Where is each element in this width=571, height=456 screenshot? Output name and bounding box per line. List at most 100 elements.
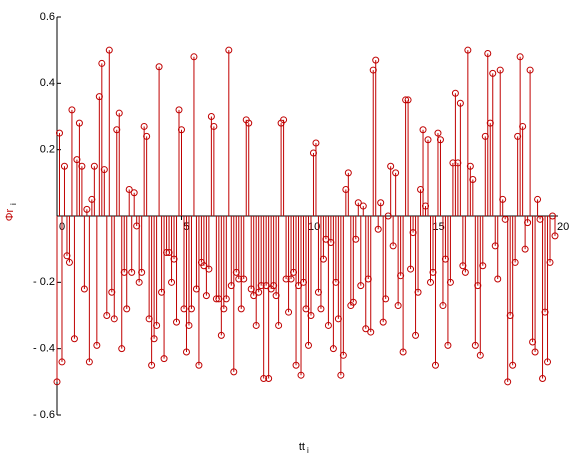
stem-marker [222,295,230,303]
stem-marker [357,282,365,290]
stem-marker [63,252,71,260]
stem-marker [130,189,138,197]
stem-marker [536,215,544,223]
stem-marker [309,149,317,157]
stem-marker [202,292,210,300]
stem-marker [339,351,347,359]
stem-marker [75,119,83,127]
stem-marker [392,169,400,177]
y-tick-label: 0.2 [40,144,55,156]
stem-marker [235,275,243,283]
stem-marker [128,268,136,276]
stem-marker [397,272,405,280]
stem-marker [384,212,392,220]
y-axis-label-sub: i [9,203,18,205]
stem-marker [217,331,225,339]
y-tick-label: - 0.4 [33,343,55,355]
stem-marker [459,262,467,270]
stem-marker [53,378,61,386]
stem-marker [262,282,270,290]
stem-marker [344,169,352,177]
y-tick-label: 0.6 [40,11,55,23]
stem-marker [526,66,534,74]
stem-marker [192,285,200,293]
stem-marker [103,312,111,319]
stem-marker [270,282,278,290]
stem-marker [524,219,532,227]
stem-marker [60,162,68,170]
stem-marker [486,119,494,127]
stem-marker [444,341,452,349]
stem-marker [422,202,430,210]
stem-marker [250,292,258,300]
stem-marker [471,341,479,349]
stem-marker [170,255,178,263]
stem-marker [491,242,499,250]
stem-marker [252,321,260,329]
stem-marker [290,268,298,276]
stem-marker [73,156,81,164]
stem-marker [399,348,407,356]
stem-marker [506,312,514,319]
stem-marker [404,96,412,104]
stem-marker [300,278,308,286]
stem-marker [105,46,113,54]
stem-marker [409,229,417,237]
stem-marker [499,195,507,203]
stem-marker [90,162,98,170]
stem-marker [210,122,218,130]
stem-marker [282,275,290,283]
stem-marker [245,119,253,127]
stem-marker [489,69,497,77]
stem-marker [314,288,322,296]
stem-marker [182,348,190,356]
stem-marker [153,321,161,329]
stem-marker [466,162,474,170]
stem-marker [424,136,432,144]
stem-marker [479,262,487,270]
stem-marker [292,361,300,369]
stem-marker [225,46,233,54]
x-tick-label: 20 [557,221,569,233]
stem-marker [118,345,126,353]
stem-marker [135,278,143,286]
stem-marker [531,348,539,356]
stem-marker [407,265,415,273]
stem-marker [108,288,116,296]
stem-marker [431,361,439,369]
stem-marker [516,53,524,61]
stem-marker [200,262,208,270]
stem-marker [297,371,305,379]
stem-marker [319,255,327,263]
stem-marker [285,308,293,316]
stem-marker [402,96,410,104]
stem-marker [394,302,402,310]
stem-marker [205,265,213,273]
stem-marker [163,248,171,256]
stem-marker [419,126,427,134]
stem-marker [93,341,101,349]
stem-marker [521,245,529,253]
stem-marker [329,345,337,353]
stem-marker [190,53,198,61]
stem-marker [519,122,527,130]
stem-marker [317,305,325,313]
stem-marker [529,338,537,346]
stem-marker [98,59,106,67]
stem-marker [362,325,370,333]
stem-marker [372,56,380,64]
stem-marker [260,375,268,383]
stem-marker [255,288,263,296]
stem-marker [449,159,457,167]
stem-marker [334,315,342,323]
stem-marker [212,295,220,303]
stem-marker [352,235,360,243]
stem-marker [155,63,163,71]
stem-marker [327,239,335,247]
stem-marker [275,321,283,329]
x-axis-label-sub: i [307,446,309,455]
stem-marker [232,268,240,276]
stem-marker [133,222,141,230]
stem-marker [312,139,320,147]
